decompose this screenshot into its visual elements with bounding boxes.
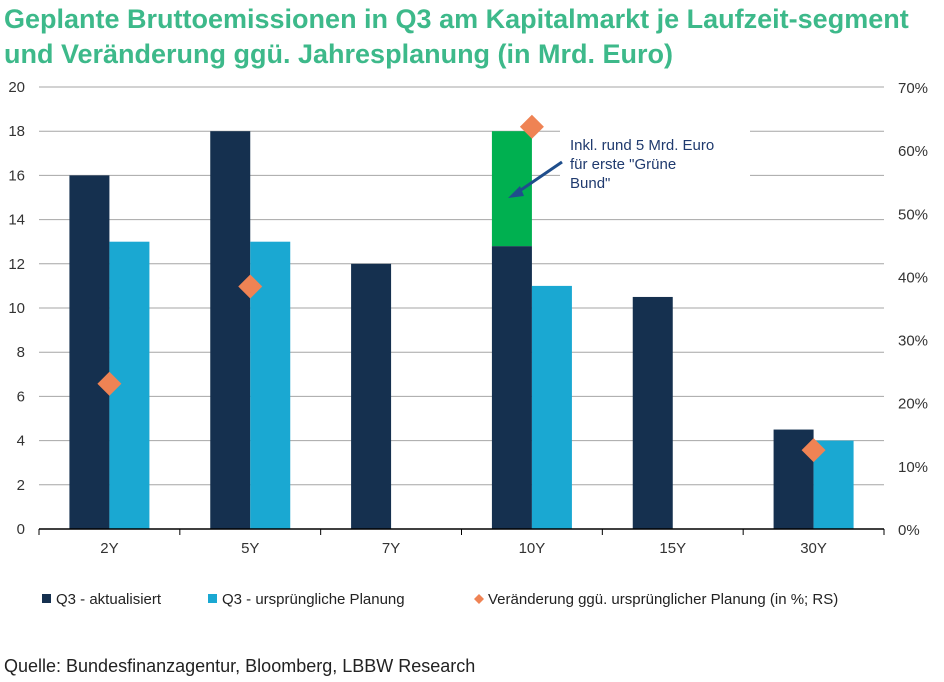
y2-tick-label: 10% [898,459,928,476]
y-tick-label: 0 [17,521,25,538]
y-tick-label: 2 [17,477,25,494]
legend-marker [208,594,217,603]
y2-tick-label: 70% [898,80,928,97]
bar-aktualisiert [632,296,673,529]
y2-tick-label: 0% [898,522,920,539]
diamond-marker [801,438,826,463]
legend-marker [42,594,51,603]
y-tick-label: 10 [8,300,25,317]
arrow-head-icon [508,186,524,198]
annotation-background [560,127,750,199]
y2-tick-label: 50% [898,206,928,223]
y-tick-label: 16 [8,167,25,184]
y2-tick-label: 30% [898,333,928,350]
y2-tick-label: 60% [898,143,928,160]
y-tick-label: 20 [8,79,25,96]
bar-aktualisiert [491,246,532,529]
annotation-text: für erste "Grüne [570,156,676,173]
bar-urspruengliche-planung [531,285,572,529]
legend-label: Q3 - ursprüngliche Planung [222,591,405,608]
diamond-marker [97,371,122,396]
y-tick-label: 14 [8,212,25,229]
annotation-arrow [514,160,563,196]
y2-tick-label: 20% [898,396,928,413]
y-tick-label: 8 [17,344,25,361]
y-tick-label: 12 [8,256,25,273]
legend-label: Q3 - aktualisiert [56,591,162,608]
y-tick-label: 4 [17,433,25,450]
diamond-marker [519,114,544,139]
x-tick-label: 7Y [382,540,400,557]
annotation-text: Inkl. rund 5 Mrd. Euro [570,137,714,154]
legend-marker [474,594,484,604]
source-note: Quelle: Bundesfinanzagentur, Bloomberg, … [4,656,476,676]
x-tick-label: 30Y [800,540,827,557]
x-tick-label: 5Y [241,540,259,557]
bar-gruene-bund [491,131,532,247]
bar-aktualisiert [351,263,392,529]
diamond-marker [238,274,263,299]
x-tick-label: 15Y [659,540,686,557]
legend-label: Veränderung ggü. ursprünglicher Planung … [488,591,838,608]
x-tick-label: 2Y [100,540,118,557]
x-tick-label: 10Y [519,540,546,557]
y-tick-label: 6 [17,388,25,405]
chart-title: Geplante Bruttoemissionen in Q3 am Kapit… [4,4,909,69]
bar-aktualisiert [69,175,110,529]
y-tick-label: 18 [8,123,25,140]
annotation-text: Bund" [570,175,610,192]
y2-tick-label: 40% [898,269,928,286]
bar-aktualisiert [210,131,251,529]
